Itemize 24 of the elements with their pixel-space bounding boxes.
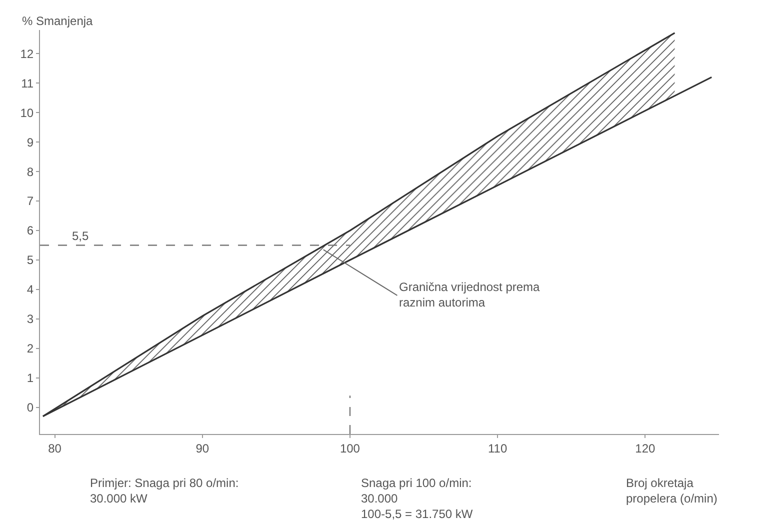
y-axis-title: % Smanjenja	[22, 14, 94, 28]
y-tick-label: 12	[20, 46, 34, 61]
ref-line-label: 5,5	[72, 229, 90, 243]
y-tick-label: 1	[26, 371, 34, 386]
y-tick-label: 6	[26, 224, 34, 238]
y-tick-label: 2	[26, 342, 34, 356]
x-tick-label: 90	[196, 441, 210, 456]
text: Snaga pri 100 o/min: 30.000 100-5,5 = 31.750 kW	[361, 476, 474, 522]
x-tick-label: 110	[488, 441, 508, 456]
y-tick-label: 11	[21, 76, 34, 90]
annotation: Granična vrijednost prema raznim autorima	[399, 280, 540, 310]
y-tick-label: 8	[26, 164, 34, 179]
y-tick-label: 4	[26, 282, 34, 297]
x-tick-label: 80	[48, 441, 62, 456]
x-axis-title: Broj okretaja propelera (o/min)	[626, 476, 718, 506]
y-tick-label: 9	[26, 135, 34, 150]
y-tick-label: 10	[20, 106, 34, 120]
y-tick-label: 0	[26, 400, 34, 415]
y-tick-label: 7	[26, 194, 34, 208]
x-tick-label: 120	[635, 441, 656, 456]
y-tick-label: 5	[26, 253, 34, 268]
text: Primjer: Snaga pri 80 o/min: 30.000 kW	[90, 476, 239, 506]
x-tick-label: 100	[340, 441, 360, 456]
y-tick-label: 3	[26, 312, 34, 326]
